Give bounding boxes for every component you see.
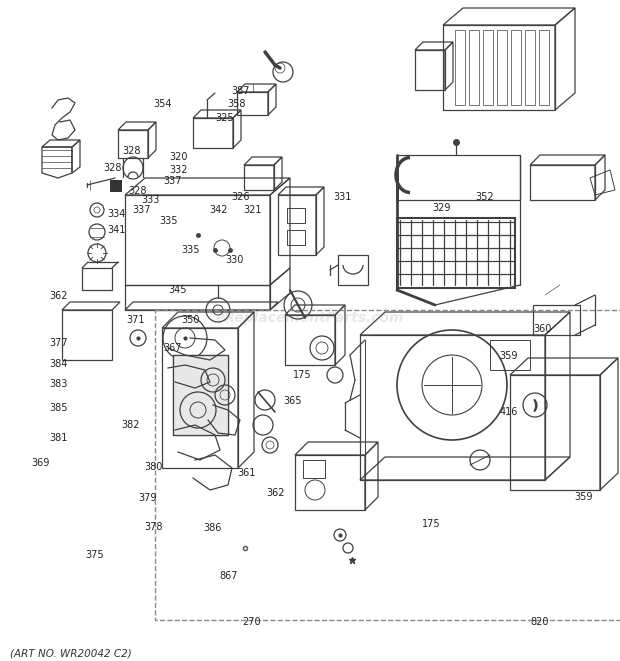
Text: 362: 362 xyxy=(267,488,285,498)
Text: 337: 337 xyxy=(163,176,182,186)
Text: 378: 378 xyxy=(144,522,163,532)
Text: 328: 328 xyxy=(122,145,141,156)
Bar xyxy=(287,208,305,223)
Text: eReplacementParts.com: eReplacementParts.com xyxy=(216,311,404,325)
Bar xyxy=(397,218,515,288)
Text: 325: 325 xyxy=(215,112,234,123)
Text: 384: 384 xyxy=(50,359,68,369)
Text: 387: 387 xyxy=(231,86,250,97)
Text: 383: 383 xyxy=(50,379,68,389)
Text: 867: 867 xyxy=(219,570,237,581)
Bar xyxy=(287,230,305,245)
Bar xyxy=(110,180,122,192)
Text: 334: 334 xyxy=(107,208,126,219)
Text: 270: 270 xyxy=(242,617,260,627)
Text: 385: 385 xyxy=(50,403,68,413)
Text: 365: 365 xyxy=(283,396,302,407)
Text: 175: 175 xyxy=(422,518,440,529)
Text: 375: 375 xyxy=(85,549,104,560)
Text: 361: 361 xyxy=(237,468,256,479)
Text: 328: 328 xyxy=(104,163,122,173)
Text: 342: 342 xyxy=(209,205,228,215)
Text: 379: 379 xyxy=(138,493,157,504)
Text: 362: 362 xyxy=(50,291,68,301)
Text: 358: 358 xyxy=(228,99,246,110)
Text: 360: 360 xyxy=(533,324,552,334)
Text: 377: 377 xyxy=(50,338,68,348)
Text: 382: 382 xyxy=(121,420,140,430)
Text: 359: 359 xyxy=(499,350,518,361)
Bar xyxy=(303,460,325,478)
Text: 335: 335 xyxy=(182,245,200,255)
Text: 359: 359 xyxy=(575,492,593,502)
Text: 341: 341 xyxy=(107,225,126,235)
Text: 333: 333 xyxy=(141,194,159,205)
Text: 331: 331 xyxy=(333,192,352,202)
Text: 345: 345 xyxy=(168,285,187,295)
Text: 354: 354 xyxy=(153,99,172,110)
Text: 332: 332 xyxy=(169,165,188,175)
Text: 328: 328 xyxy=(128,186,147,196)
Text: 321: 321 xyxy=(244,205,262,215)
Text: 381: 381 xyxy=(50,433,68,444)
Text: 329: 329 xyxy=(432,202,451,213)
Text: 352: 352 xyxy=(476,192,494,202)
Text: 335: 335 xyxy=(159,215,178,226)
Text: 371: 371 xyxy=(126,315,144,325)
Text: 320: 320 xyxy=(169,151,188,162)
Text: 175: 175 xyxy=(293,370,312,381)
Text: 330: 330 xyxy=(225,255,244,266)
Bar xyxy=(155,310,620,620)
Text: 386: 386 xyxy=(203,523,221,533)
Text: 326: 326 xyxy=(231,192,250,202)
Text: 337: 337 xyxy=(132,205,151,215)
Text: 820: 820 xyxy=(530,617,549,627)
Bar xyxy=(173,355,228,435)
Text: 369: 369 xyxy=(31,457,50,468)
Text: 416: 416 xyxy=(499,407,518,418)
Text: 380: 380 xyxy=(144,461,163,472)
Text: 350: 350 xyxy=(182,315,200,325)
Text: 367: 367 xyxy=(163,343,182,354)
Text: (ART NO. WR20042 C2): (ART NO. WR20042 C2) xyxy=(10,648,131,658)
